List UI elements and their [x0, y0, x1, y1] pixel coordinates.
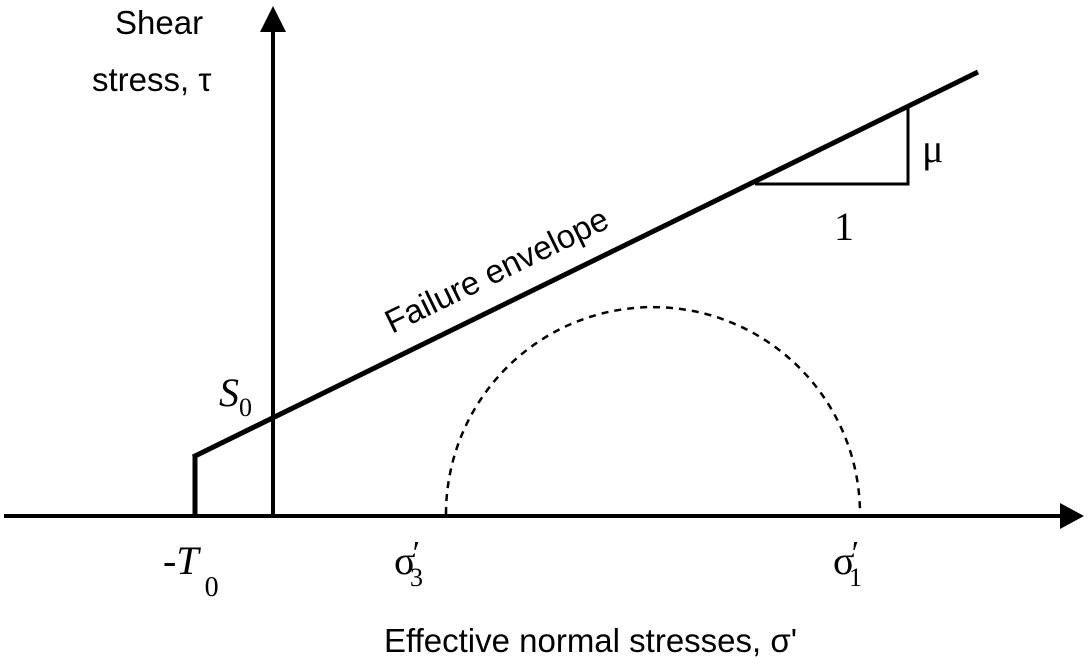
slope-rise-label: μ: [922, 126, 943, 171]
y-axis-label-line2: stress, τ: [92, 61, 211, 98]
y-axis-arrowhead: [260, 6, 286, 32]
tensile-strength-label: -T0: [163, 538, 219, 603]
x-axis-label: Effective normal stresses, σ': [384, 622, 797, 659]
sigma1-label: σ′ 1: [833, 535, 862, 592]
x-axis-arrowhead: [1060, 503, 1084, 529]
slope-run-label: 1: [834, 204, 854, 249]
cohesion-subscript: 0: [239, 393, 252, 422]
tensile-subscript: 0: [205, 572, 219, 603]
mohr-circle-dashed: [444, 305, 862, 515]
sigma3-subscript: 3: [410, 563, 423, 592]
sigma3-label: σ′ 3: [394, 535, 423, 592]
y-axis-label-line1: Shear: [115, 4, 203, 41]
failure-envelope-line: [191, 69, 980, 460]
sigma1-subscript: 1: [849, 563, 862, 592]
cohesion-label: S0: [219, 370, 252, 422]
slope-triangle: [755, 107, 910, 186]
